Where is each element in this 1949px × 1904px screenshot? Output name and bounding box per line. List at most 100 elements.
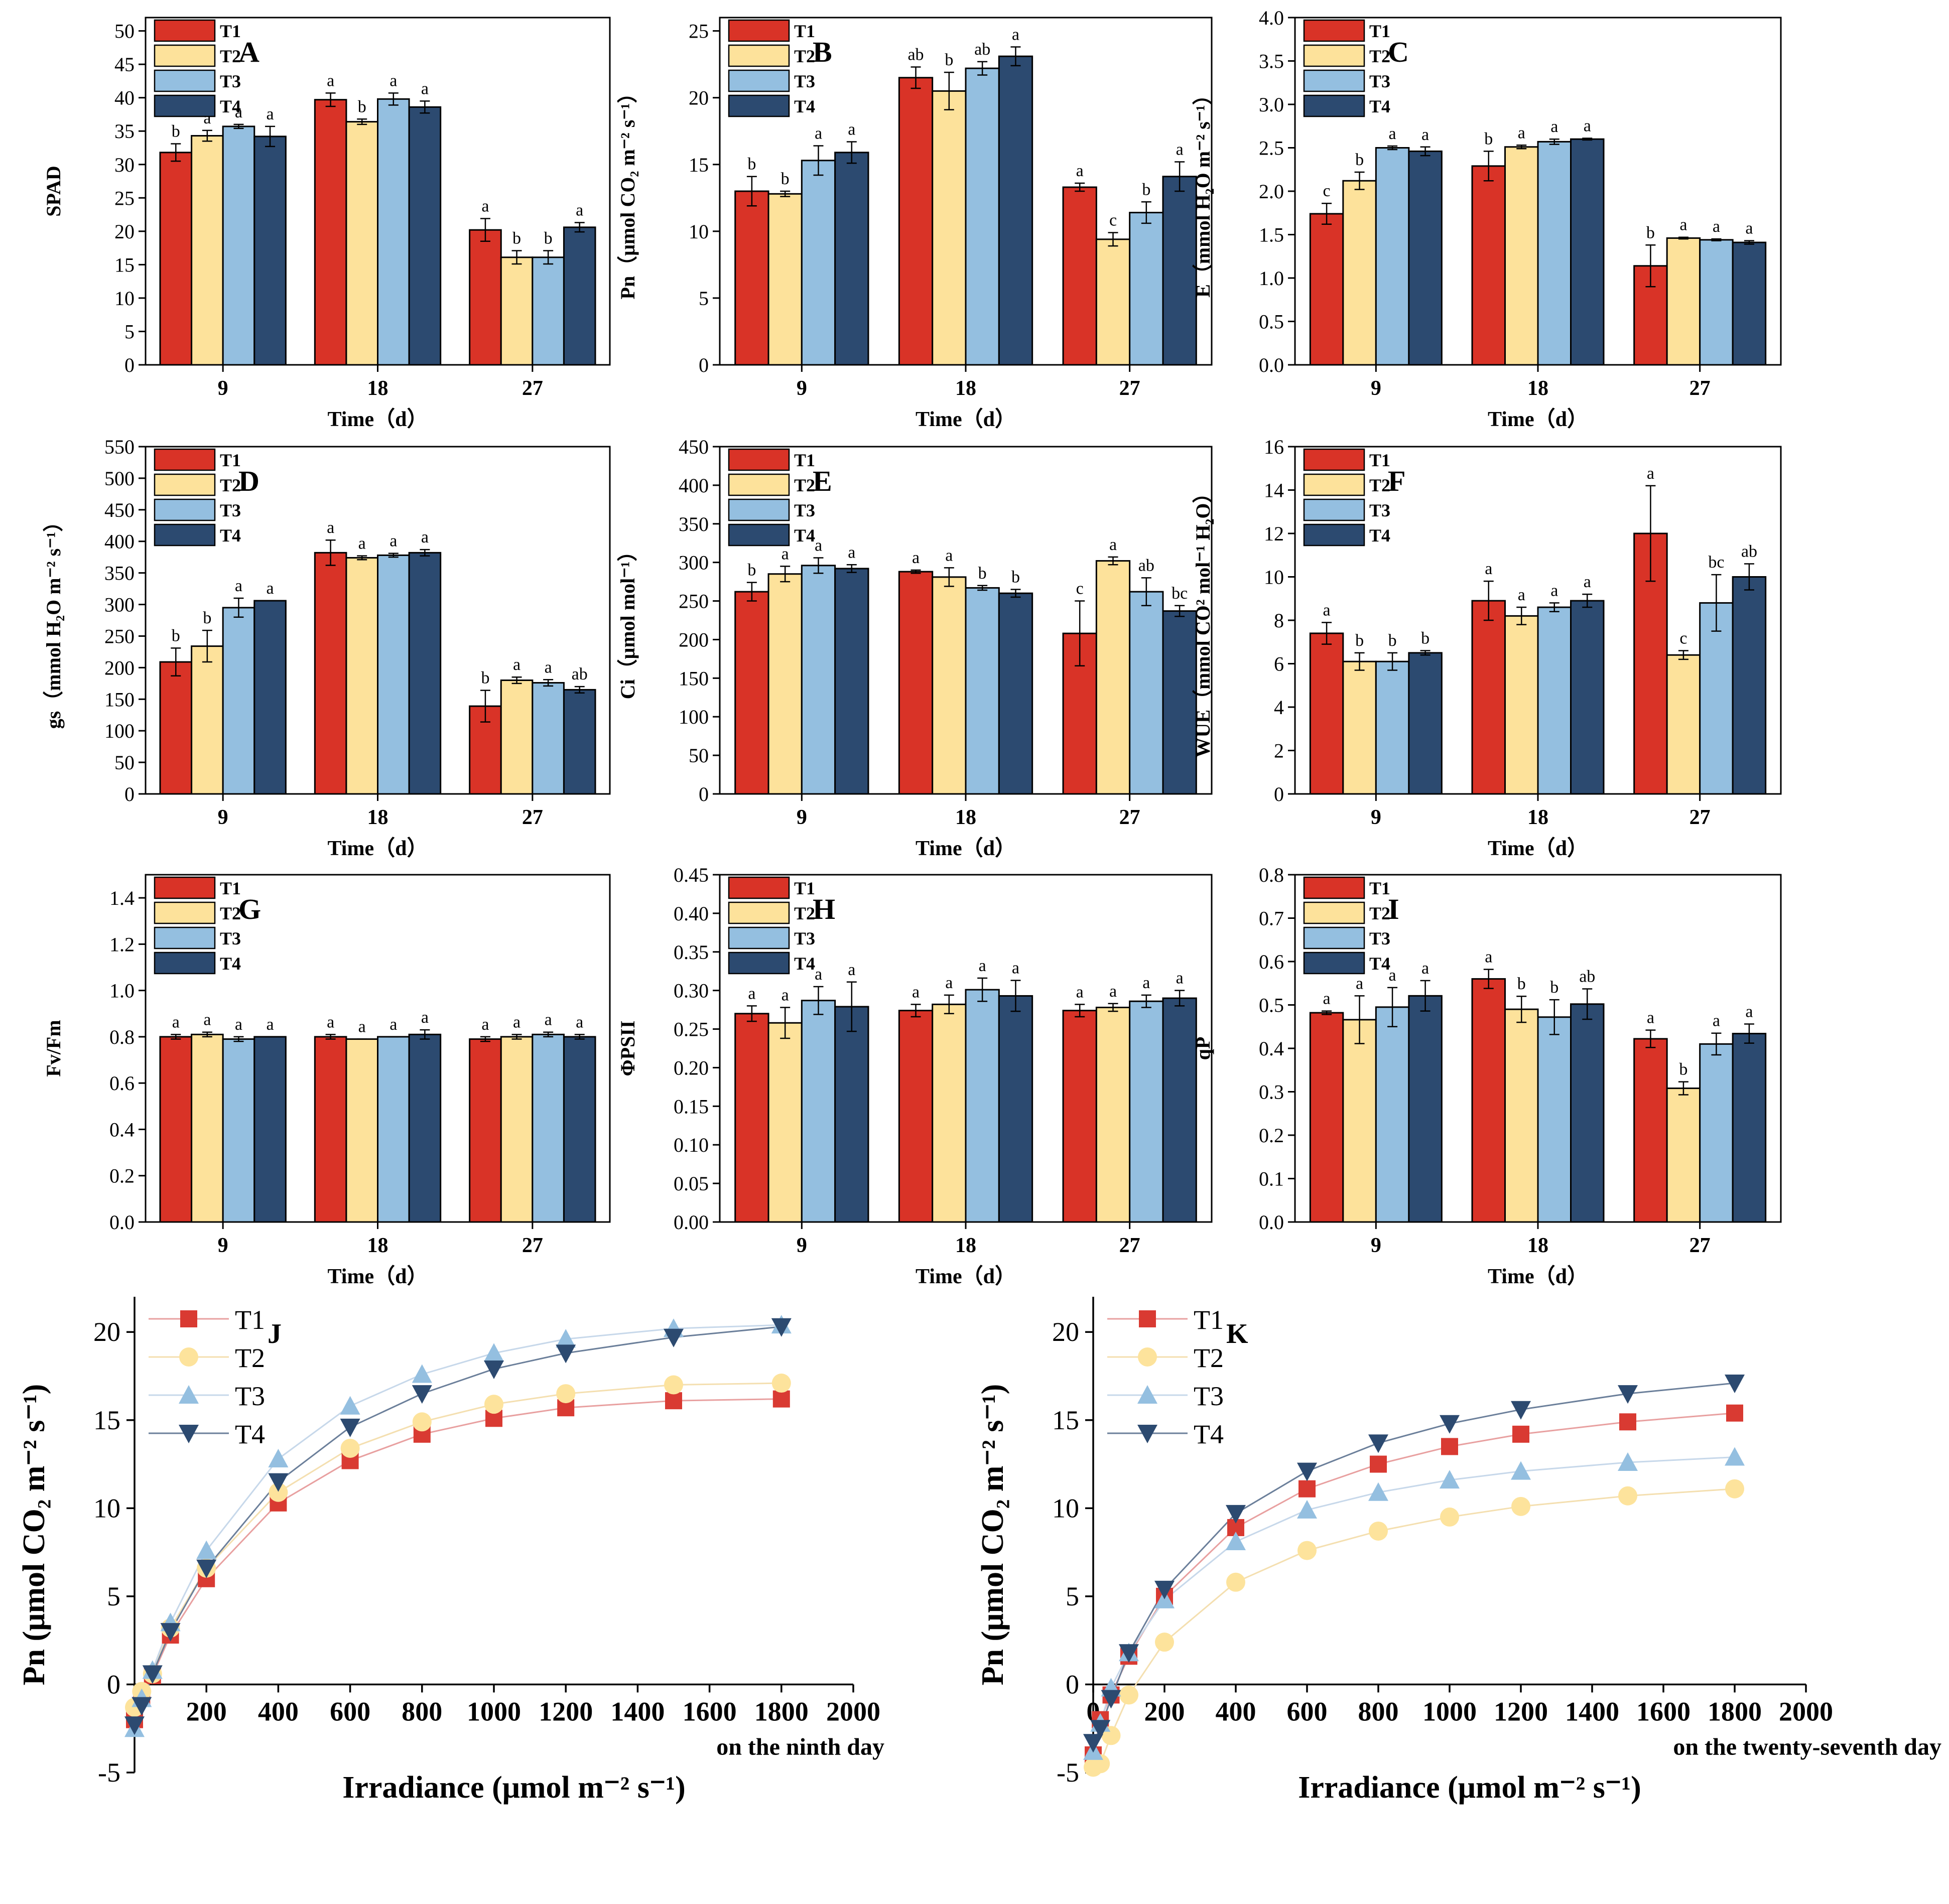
significance-letter: a [1421,125,1429,144]
chart-panel-D: 0 50 100 150 200 250 300 350 400 450 500 550 9 b b a a 18… [42,436,611,860]
legend-label-T4: T4 [1194,1419,1224,1449]
point-T3-1800 [1725,1447,1745,1466]
bar-T2-18 [345,121,378,366]
significance-letter: a [848,120,855,139]
x-tick-label: 2000 [1779,1696,1833,1726]
bar-T4-27 [1162,176,1197,366]
x-tick-label: 1200 [1494,1696,1548,1726]
chart-panel-K: -505101520020040060080010001200140016001… [976,1297,1941,1805]
legend-swatch-T1 [1303,876,1365,899]
significance-letter: b [747,155,756,174]
point-T2-1200 [1511,1497,1530,1516]
chart-panel-B: 0 5 10 15 20 25 9 b b a a 18 ab b ab a 27 a c b a T1 T2 T3 T4 B Ti… [616,17,1213,431]
panel-label: K [1226,1318,1248,1349]
y-tick-label: 0 [1274,783,1284,805]
y-tick-label: 2.0 [1259,180,1284,203]
bar-T3-18 [377,98,410,366]
x-tick-label: 27 [1119,1234,1140,1257]
bar-T2-27 [500,1036,534,1223]
y-tick-label: 10 [93,1493,120,1523]
bar-T1-9 [159,661,193,795]
point-T4-1800 [771,1318,792,1337]
panel-label: D [238,465,259,497]
point-T4-600 [340,1418,360,1437]
x-tick-label: 200 [186,1696,227,1726]
y-tick-label: 15 [689,154,709,176]
x-tick-label: 800 [1358,1696,1399,1726]
legend-swatch-T2 [154,901,216,924]
bar-T2-9 [191,645,224,795]
bar-T4-9 [253,600,287,795]
y-tick-label: 0.5 [1259,994,1284,1017]
y-tick-label: 5 [107,1581,120,1611]
y-tick-label: 0.40 [674,902,709,925]
y-tick-label: 200 [104,656,135,679]
significance-letter: a [545,1011,552,1029]
x-tick-label: 27 [1119,377,1140,400]
bar-T4-18 [1570,600,1605,795]
bar-T4-18 [998,592,1033,795]
y-tick-label: 200 [679,628,709,651]
y-tick-label: 30 [114,154,135,176]
significance-letter: a [235,577,242,595]
legend-label-T3: T3 [1194,1381,1224,1411]
y-tick-label: 0.2 [1259,1124,1284,1147]
legend-swatch-T2 [154,44,216,67]
bar-T2-18 [932,576,967,795]
significance-letter: b [978,564,987,583]
bar-T3-9 [1375,1006,1410,1223]
series-line-T4 [134,1326,782,1725]
bar-T1-18 [1471,165,1506,366]
panel-label: E [813,465,832,497]
significance-letter: a [267,105,274,123]
point-T3-1200 [1511,1461,1531,1480]
point-T2-1800 [1725,1479,1744,1499]
legend-label-T3: T3 [794,71,815,91]
x-tick-label: 18 [367,377,388,400]
x-tick-label: 9 [797,377,807,400]
legend-label-T4: T4 [794,954,815,974]
x-tick-label: 9 [797,1234,807,1257]
y-tick-label: 550 [104,436,135,458]
significance-letter: b [1550,978,1558,997]
y-tick-label: 0.15 [674,1095,709,1118]
bar-T4-18 [408,106,442,366]
y-tick-label: 10 [1052,1493,1079,1523]
point-T2-1000 [1440,1507,1459,1527]
legend-swatch-T1 [728,19,790,42]
chart-panel-J: -505101520020040060080010001200140016001… [17,1297,884,1805]
legend-label-T3: T3 [1369,500,1390,520]
x-tick-label: 9 [218,1234,228,1257]
significance-letter: b [1142,180,1150,199]
significance-letter: a [421,1008,429,1027]
significance-letter: ab [1741,542,1757,561]
bar-T3-9 [801,160,836,366]
point-T2-800 [412,1412,432,1432]
bar-T1-9 [159,1036,193,1223]
panel-caption: on the ninth day [716,1733,884,1760]
legend-swatch-T3 [154,69,216,92]
significance-letter: a [1076,162,1084,180]
bar-T1-18 [898,571,934,795]
y-tick-label: 5 [1066,1581,1079,1611]
y-tick-label: 0.2 [109,1165,135,1187]
y-tick-label: 400 [679,474,709,497]
significance-letter: a [267,579,274,598]
bar-T2-27 [1666,654,1701,795]
y-tick-label: 0.05 [674,1172,709,1195]
y-tick-label: 350 [679,513,709,535]
bar-T2-27 [1095,560,1131,795]
point-T4-800 [412,1385,432,1404]
point-T2-1800 [771,1374,791,1393]
point-T4-1200 [556,1344,576,1364]
point-T1-600 [1298,1480,1316,1498]
bar-T1-27 [469,1038,502,1223]
bar-T3-18 [377,1036,410,1223]
y-tick-label: 0.8 [109,1026,135,1048]
significance-letter: a [358,1018,366,1036]
significance-letter: a [1012,26,1019,44]
significance-letter: a [1584,116,1591,135]
y-tick-label: 0.25 [674,1018,709,1041]
bar-T3-18 [965,587,1000,795]
